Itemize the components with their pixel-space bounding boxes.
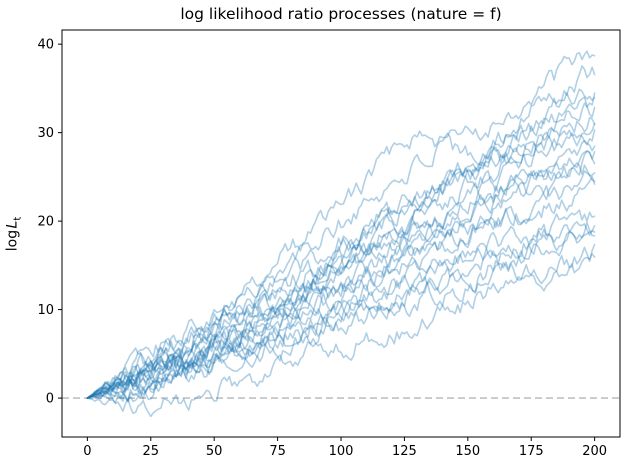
x-tick-label: 125 <box>392 444 417 459</box>
x-tick-label: 200 <box>582 444 607 459</box>
x-tick-label: 150 <box>455 444 480 459</box>
x-tick-label: 75 <box>269 444 286 459</box>
series-path-20 <box>86 252 596 418</box>
series-path-05 <box>86 96 596 399</box>
series-path-16 <box>86 221 596 399</box>
series-path-01 <box>86 50 596 399</box>
y-tick-label: 10 <box>37 303 54 318</box>
x-tick-label: 50 <box>206 444 223 459</box>
x-tick-label: 25 <box>142 444 159 459</box>
series-path-15 <box>86 209 596 399</box>
x-tick-label: 175 <box>519 444 544 459</box>
plot-area <box>62 50 620 418</box>
series-path-17 <box>86 221 596 403</box>
y-tick-label: 0 <box>46 392 54 407</box>
series-path-07 <box>86 122 596 402</box>
series-path-08 <box>86 129 596 399</box>
series-path-06 <box>86 116 596 399</box>
series-path-02 <box>86 65 596 399</box>
y-tick-label: 40 <box>37 38 54 53</box>
series-path-03 <box>86 88 596 399</box>
series-path-12 <box>86 162 596 402</box>
x-tick-label: 100 <box>329 444 354 459</box>
series-path-14 <box>86 175 596 399</box>
series-path-10 <box>86 150 596 399</box>
y-tick-label: 30 <box>37 126 54 141</box>
series-path-18 <box>86 225 596 404</box>
series-path-13 <box>86 170 596 399</box>
x-tick-label: 0 <box>83 444 91 459</box>
series-path-19 <box>86 243 596 400</box>
series-path-09 <box>86 139 596 399</box>
series-path-04 <box>86 92 596 399</box>
chart-title: log likelihood ratio processes (nature =… <box>180 5 502 23</box>
y-tick-label: 20 <box>37 215 54 230</box>
series-path-11 <box>86 150 596 399</box>
